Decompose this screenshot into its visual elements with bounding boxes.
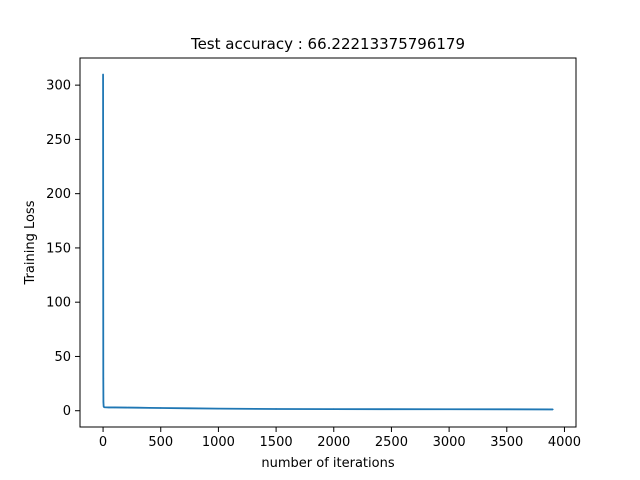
loss-point [102,247,104,249]
x-tick-label: 3000 [433,435,466,450]
y-tick-label: 0 [63,404,71,419]
plot-area [80,58,576,427]
loss-point [103,406,105,408]
loss-point [102,401,105,403]
loss-point [448,408,450,410]
loss-point [160,407,162,409]
loss-point [217,407,220,410]
loss-point [275,408,277,410]
loss-point [102,377,105,379]
x-tick-label: 500 [148,435,173,450]
loss-point [552,408,554,411]
plot-frame [79,57,577,428]
x-tick-label: 3500 [490,435,523,450]
loss-point [506,408,508,411]
loss-point [188,407,191,410]
x-tick-label: 4000 [548,435,581,450]
x-tick-label: 1500 [260,435,293,450]
loss-point [113,406,116,409]
y-tick-label: 100 [46,296,71,311]
y-tick-label: 150 [46,241,71,256]
axes-layer: 0 500 1000 1500 2000 2500 3000 3500 4000 0 50 100 15… [46,79,581,450]
x-tick-label: 2000 [317,435,350,450]
loss-point [390,408,393,410]
y-tick-label: 50 [54,350,71,365]
chart-title: Test accuracy : 66.22213375796179 [190,35,465,53]
loss-point [125,406,127,409]
y-axis-label: Training Loss [23,200,38,285]
loss-point [136,406,139,409]
y-tick-label: 300 [46,79,71,94]
x-tick-label: 1000 [202,435,235,450]
y-tick-label: 200 [46,187,71,202]
loss-point [102,73,104,75]
series-layer [102,73,554,411]
loss-point [148,407,150,409]
loss-point [108,406,110,409]
loss-point [333,408,335,410]
x-tick-label: 0 [99,435,107,450]
y-tick-label: 250 [46,133,71,148]
loss-series-line [102,74,553,411]
x-axis-label: number of iterations [261,456,394,471]
x-tick-label: 2500 [375,435,408,450]
